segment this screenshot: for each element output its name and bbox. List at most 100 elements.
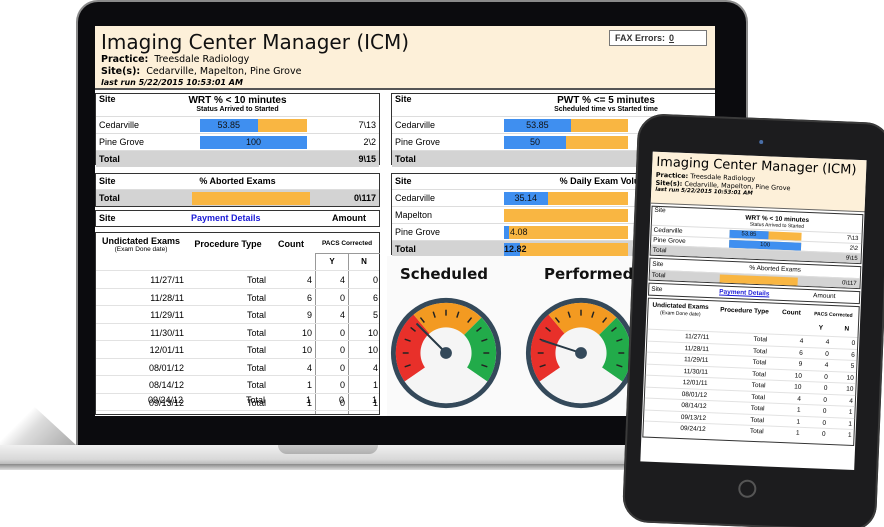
pacs-n: 6 [372,292,378,303]
gauge-label-scheduled: Scheduled [400,265,489,283]
exam-date: 09/24/12 [680,425,706,434]
procedure-type-header: Procedure Type [194,239,262,249]
count: 6 [306,292,312,303]
procedure-type: Total [246,380,266,390]
total-label: Total [652,246,667,255]
procedure-type: Total [245,395,265,405]
aborted-bar [719,274,798,286]
tablet-header: Imaging Center Manager (ICM) Practice: T… [650,151,867,213]
payment-details-link[interactable]: Payment Details [191,213,261,223]
sites-line: Site(s): Cedarville, Mapelton, Pine Grove [101,66,709,78]
daily-row: Cedarville 35.14 [392,189,715,206]
site-name: Cedarville [653,226,683,235]
total-ratio: 0\117 [353,193,376,203]
procedure-type: Total [246,310,266,320]
daily-row: Pine Grove 4.08 [392,223,715,240]
total-ratio: 9\15 [358,154,376,164]
practice-label: Practice: [101,54,149,65]
bar-value: 50 [529,137,540,147]
table-row: 08/14/12 Total 1 0 1 [96,375,379,393]
pwt-title: PWT % <= 5 minutes [557,95,655,106]
pacs-n: 1 [372,397,378,408]
undictated-subtitle: (Exam Done date) [659,310,701,318]
daily-volume-title: % Daily Exam Volume [559,176,653,186]
tablet-device: Imaging Center Manager (ICM) Practice: T… [621,113,884,527]
procedure-type: Total [246,292,266,303]
pacs-n: 10 [367,327,378,338]
aborted-panel: Site % Aborted Exams Total 0\117 [95,173,380,207]
tablet-payment-details-link[interactable]: Payment Details [719,288,770,298]
total-label: Total [99,154,120,164]
table-row-partial [96,410,379,415]
total-label: Total [395,244,416,254]
fax-errors-label: FAX Errors: [615,33,666,43]
site-name: Pine Grove [653,236,686,246]
count: 4 [306,362,312,373]
laptop-notch [278,445,378,454]
pwt-row: Pine Grove 50 [392,133,715,150]
pacs-n: 10 [367,345,378,355]
pwt-total-row: Total [392,150,715,167]
fax-errors-box: FAX Errors: 0 [609,30,707,46]
procedure-type: Total [246,345,266,355]
table-row: 12/01/11 Total 10 0 10 [96,340,379,358]
bar-fill [504,226,510,239]
pacs-y: 0 [339,292,345,303]
tablet-home-button[interactable] [737,479,757,499]
total-ratio: 0\117 [841,280,857,287]
undictated-subtitle: (Exam Done date) [114,246,168,253]
undictated-title: Undictated Exams [101,236,181,246]
performed-gauge-icon [525,297,637,409]
site-name: Cedarville [395,193,436,203]
daily-site-header: Site [395,176,412,186]
site-header: Site [651,285,663,294]
ratio: 7\13 [358,120,376,130]
count: 1 [795,429,800,437]
practice-value: Treesdale Radiology [154,54,250,65]
pacs-corrected-header: PACS Corrected [813,311,853,319]
site-name: Cedarville [99,120,140,130]
site-name: Pine Grove [395,227,441,237]
app-title: Imaging Center Manager (ICM) [101,30,410,54]
procedure-type: Total [246,275,266,285]
laptop-hinge [0,375,76,445]
site-name: Pine Grove [395,137,441,147]
sites-value: Cedarville, Mapelton, Pine Grove [146,66,302,77]
tablet-wrt-panel: Site WRT % < 10 minutes Status Arrived t… [649,205,864,265]
count: 10 [301,345,312,355]
exam-date: 11/27/11 [150,275,184,285]
exam-date: 09/24/12 [147,395,183,405]
daily-bar: 35.14 [504,192,628,205]
count: 10 [301,327,312,338]
total-ratio: 9\15 [845,255,858,262]
exam-date: 09/13/12 [148,397,184,408]
total-label: Total [99,193,120,203]
aborted-header: Site % Aborted Exams [96,174,379,189]
bar-value: 12.82 [504,244,527,254]
tablet-camera-icon [759,139,764,145]
table-row: 11/28/11 Total 6 0 6 [96,287,379,306]
exam-date: 11/30/11 [150,327,184,338]
pacs-y: 0 [338,395,344,405]
pacs-n: 5 [372,310,378,320]
daily-volume-header: Site % Daily Exam Volume [392,174,715,189]
aborted-bar [192,192,310,205]
pwt-bar: 53.85 [504,119,628,132]
pwt-row: Cedarville 53.85 [392,116,715,133]
wrt-row: Cedarville 53.85 7\13 [96,116,379,133]
bar-fill [504,192,548,205]
wrt-title: WRT % < 10 minutes [188,95,287,106]
bar-value: 4.08 [510,227,528,237]
payment-site-header: Site [99,213,116,223]
pacs-y-header: Y [818,324,824,332]
fax-errors-link[interactable]: 0 [669,33,675,43]
pacs-n: 1 [371,395,377,405]
sites-label: Site(s): [101,66,141,77]
count: 1 [306,380,312,390]
pacs-n-header: N [361,257,367,266]
pacs-n-header: N [844,325,850,333]
ratio: 2\2 [363,137,376,147]
procedure-type: Total [749,427,764,436]
site-name: Pine Grove [99,137,145,147]
aborted-site-header: Site [99,176,116,186]
